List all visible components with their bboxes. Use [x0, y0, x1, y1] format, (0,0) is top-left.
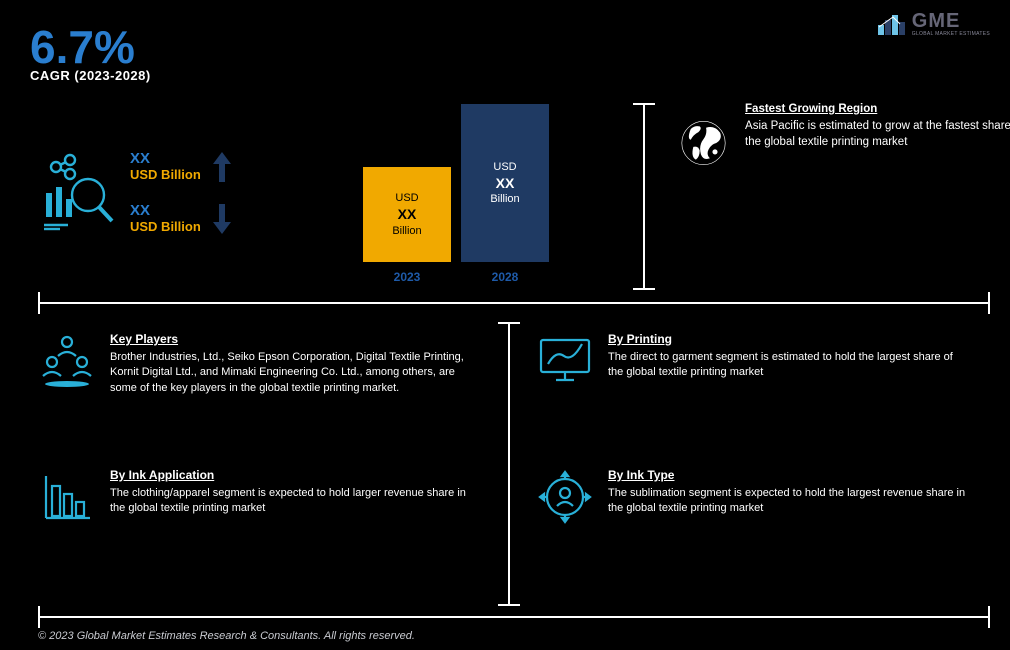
- logo-bars-icon: [878, 13, 906, 35]
- market-low-unit: USD Billion: [130, 220, 201, 235]
- quad-body: The sublimation segment is expected to h…: [608, 486, 966, 517]
- h-divider-top: [38, 302, 990, 304]
- logo-text: GME: [912, 10, 990, 33]
- top-vertical-divider: [643, 103, 645, 290]
- quad-by-ink-application: By Ink Application The clothing/apparel …: [38, 468, 478, 526]
- region-title: Fastest Growing Region: [745, 103, 877, 115]
- analytics-search-icon: [38, 153, 118, 233]
- quad-body: Brother Industries, Ltd., Seiko Epson Co…: [110, 350, 478, 396]
- people-icon: [38, 332, 96, 390]
- quad-title: By Ink Application: [110, 468, 478, 482]
- region-block: Fastest Growing Region Asia Pacific is e…: [678, 95, 1010, 183]
- quad-key-players: Key Players Brother Industries, Ltd., Se…: [38, 332, 478, 396]
- region-text: Fastest Growing Region Asia Pacific is e…: [745, 101, 1010, 151]
- market-high-xx: XX: [130, 150, 201, 167]
- logo-subtitle: GLOBAL MARKET ESTIMATES: [912, 31, 990, 37]
- globe-icon: [678, 103, 729, 183]
- cagr-value: 6.7%: [30, 20, 151, 74]
- growth-bar-chart: USDXXBillion 2023 USDXXBillion 2028: [343, 95, 578, 290]
- cagr-block: 6.7% CAGR (2023-2028): [30, 20, 151, 83]
- quad-body: The clothing/apparel segment is expected…: [110, 486, 478, 517]
- brand-logo: GME GLOBAL MARKET ESTIMATES: [878, 10, 990, 37]
- target-user-icon: [536, 468, 594, 526]
- bottom-grid: Key Players Brother Industries, Ltd., Se…: [38, 318, 990, 610]
- quad-title: Key Players: [110, 332, 478, 346]
- quad-title: By Ink Type: [608, 468, 966, 482]
- market-high-unit: USD Billion: [130, 168, 201, 183]
- cagr-label: CAGR (2023-2028): [30, 68, 151, 83]
- bar-2023: USDXXBillion: [363, 167, 451, 262]
- market-high-row: XX USD Billion: [130, 150, 233, 184]
- market-low-xx: XX: [130, 202, 201, 219]
- bar-2028: USDXXBillion: [461, 104, 549, 262]
- market-summary: XX USD Billion XX USD Billion: [38, 95, 343, 290]
- quad-by-ink-type: By Ink Type The sublimation segment is e…: [536, 468, 966, 526]
- footer-copyright: © 2023 Global Market Estimates Research …: [38, 630, 415, 642]
- arrow-up-icon: [211, 150, 233, 184]
- h-divider-bottom: [38, 616, 990, 618]
- quad-by-printing: By Printing The direct to garment segmen…: [536, 332, 966, 390]
- quad-body: The direct to garment segment is estimat…: [608, 350, 966, 381]
- bottom-vertical-divider: [508, 322, 510, 606]
- bar-chart-icon: [38, 468, 96, 526]
- monitor-trend-icon: [536, 332, 594, 390]
- bar-year-2023: 2023: [363, 270, 451, 284]
- market-low-row: XX USD Billion: [130, 202, 233, 236]
- top-section: XX USD Billion XX USD Billion USDXXBilli…: [38, 95, 990, 290]
- region-body: Asia Pacific is estimated to grow at the…: [745, 120, 1010, 149]
- quad-title: By Printing: [608, 332, 966, 346]
- arrow-down-icon: [211, 202, 233, 236]
- bar-year-2028: 2028: [461, 270, 549, 284]
